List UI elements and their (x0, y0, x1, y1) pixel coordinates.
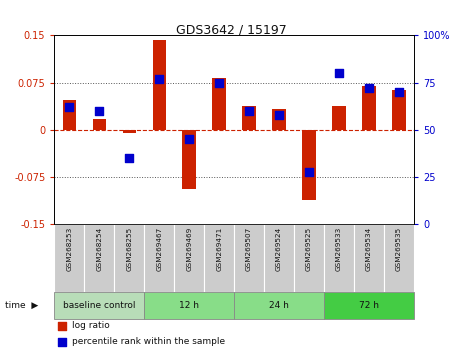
Bar (384, 224, 414, 292)
Bar (392, 90, 406, 130)
Point (215, 80, 223, 85)
Text: GSM269467: GSM269467 (156, 227, 162, 271)
Bar (204, 224, 234, 292)
Text: GSM269533: GSM269533 (336, 227, 342, 271)
Bar (93, 119, 106, 130)
Bar (272, 109, 286, 130)
Bar (242, 106, 256, 130)
Text: GSM268254: GSM268254 (96, 227, 102, 271)
Point (275, 112, 283, 118)
Bar (54, 292, 144, 319)
Text: baseline control: baseline control (63, 301, 136, 310)
Point (96, 108, 103, 114)
Text: GSM269534: GSM269534 (366, 227, 372, 271)
Bar (54, 224, 84, 292)
Text: 24 h: 24 h (269, 301, 289, 310)
Bar (362, 86, 376, 130)
Point (125, 155, 133, 161)
Bar (234, 224, 264, 292)
Point (156, 76, 163, 82)
Text: GSM269525: GSM269525 (306, 227, 312, 271)
Text: GSM269524: GSM269524 (276, 227, 282, 271)
Text: GDS3642 / 15197: GDS3642 / 15197 (176, 23, 287, 36)
Text: time  ▶: time ▶ (5, 301, 38, 310)
Text: GSM269471: GSM269471 (216, 227, 222, 271)
Bar (174, 224, 204, 292)
Bar (144, 292, 234, 319)
Point (185, 137, 193, 142)
Point (245, 108, 253, 114)
Text: GSM269535: GSM269535 (396, 227, 402, 271)
Bar (354, 224, 384, 292)
Text: 12 h: 12 h (179, 301, 199, 310)
Point (66, 104, 73, 110)
Point (305, 169, 313, 174)
Text: GSM268253: GSM268253 (66, 227, 72, 271)
Bar (62, 100, 76, 130)
Text: GSM268255: GSM268255 (126, 227, 132, 271)
Point (335, 70, 343, 76)
Bar (84, 224, 114, 292)
Bar (294, 224, 324, 292)
Text: percentile rank within the sample: percentile rank within the sample (72, 337, 226, 346)
Bar (114, 224, 144, 292)
Bar (332, 106, 346, 130)
Bar (183, 130, 196, 189)
Text: GSM269469: GSM269469 (186, 227, 192, 271)
Bar (144, 224, 174, 292)
Point (58, 339, 65, 344)
Bar (123, 130, 136, 133)
Text: log ratio: log ratio (72, 321, 110, 330)
Bar (234, 292, 324, 319)
Point (365, 86, 373, 91)
Bar (324, 224, 354, 292)
Point (395, 89, 403, 95)
Bar (264, 224, 294, 292)
Text: 72 h: 72 h (359, 301, 379, 310)
Bar (302, 130, 316, 200)
Text: GSM269507: GSM269507 (246, 227, 252, 271)
Bar (212, 78, 226, 130)
Point (58, 323, 65, 329)
Bar (152, 40, 166, 130)
Bar (324, 292, 414, 319)
